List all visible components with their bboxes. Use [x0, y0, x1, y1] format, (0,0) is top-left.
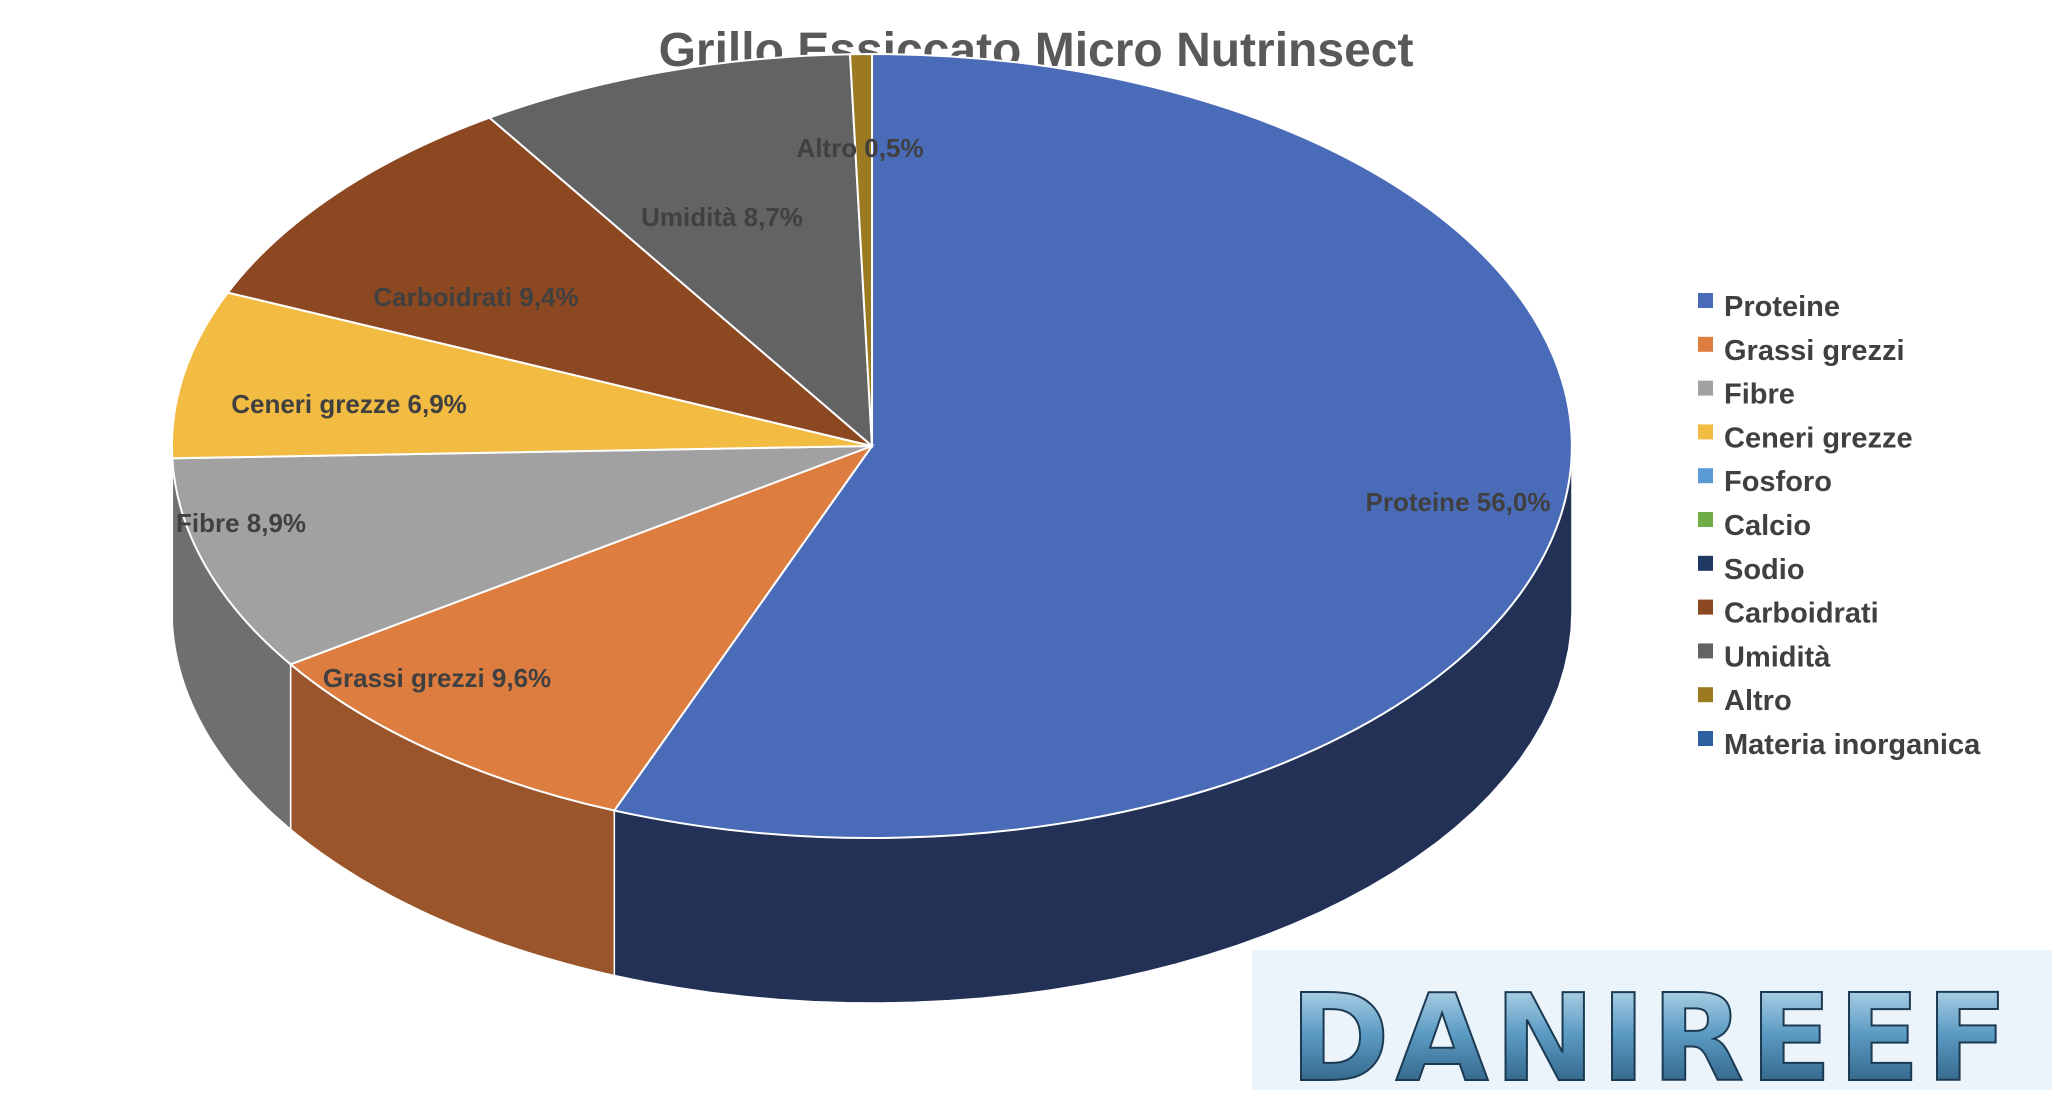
legend-swatch: [1698, 599, 1713, 615]
legend-item-fibre: Fibre: [1698, 379, 1795, 411]
legend: Proteine Grassi grezzi Fibre Ceneri grezze F…: [1698, 291, 1981, 761]
legend-item-materia-inorganica: Materia inorganica: [1698, 729, 1981, 761]
legend-swatch: [1698, 336, 1713, 352]
data-label-altro: Altro 0,5%: [796, 133, 923, 163]
legend-swatch: [1698, 468, 1713, 484]
legend-item-proteine: Proteine: [1698, 291, 1840, 323]
data-label-proteine: Proteine 56,0%: [1366, 487, 1551, 517]
legend-swatch: [1698, 643, 1713, 659]
pie-slice-grassi-grezzi: [288, 443, 875, 812]
data-label-fibre: Fibre 8,9%: [176, 508, 306, 538]
pie-slice-carboidrati: [226, 116, 873, 447]
pie-slice-altro: [848, 52, 873, 447]
legend-item-altro: Altro: [1698, 685, 1792, 717]
pie-sides: [171, 445, 1573, 1004]
legend-label: Ceneri grezze: [1724, 422, 1913, 454]
legend-label: Fosforo: [1724, 466, 1832, 498]
legend-swatch: [1698, 424, 1713, 440]
pie-slices: [170, 52, 1573, 839]
legend-item-calcio: Calcio: [1698, 510, 1811, 542]
danireef-watermark-logo: DANIREEF: [1252, 950, 2052, 1102]
legend-item-umidit: Umidità: [1698, 641, 1831, 673]
legend-item-sodio: Sodio: [1698, 554, 1805, 586]
legend-item-ceneri-grezze: Ceneri grezze: [1698, 422, 1913, 454]
legend-item-grassi-grezzi: Grassi grezzi: [1698, 335, 1905, 367]
data-label-umidit: Umidità 8,7%: [641, 202, 803, 232]
legend-item-carboidrati: Carboidrati: [1698, 598, 1879, 630]
legend-label: Grassi grezzi: [1724, 335, 1905, 367]
legend-swatch: [1698, 555, 1713, 571]
data-label-ceneri-grezze: Ceneri grezze 6,9%: [231, 389, 467, 419]
pie-slice-umidit: [487, 53, 874, 449]
svg-text:DANIREEF: DANIREEF: [1290, 970, 2014, 1102]
legend-label: Sodio: [1724, 554, 1805, 586]
pie-slice-ceneri-grezze: [170, 291, 873, 460]
legend-item-fosforo: Fosforo: [1698, 466, 1832, 498]
legend-swatch: [1698, 731, 1713, 746]
legend-label: Umidità: [1724, 641, 1831, 673]
pie-slice-proteine: [612, 52, 1573, 839]
legend-label: Fibre: [1724, 379, 1795, 411]
legend-swatch: [1698, 512, 1713, 527]
pie-slice-fibre: [171, 445, 873, 666]
legend-swatch: [1698, 380, 1713, 396]
data-label-carboidrati: Carboidrati 9,4%: [373, 282, 578, 312]
legend-label: Calcio: [1724, 510, 1811, 542]
legend-label: Carboidrati: [1724, 598, 1879, 630]
legend-swatch: [1698, 293, 1713, 308]
data-labels: Proteine 56,0% Grassi grezzi 9,6% Fibre 8,…: [176, 133, 1551, 693]
legend-label: Materia inorganica: [1724, 729, 1981, 761]
legend-swatch: [1698, 687, 1713, 703]
legend-label: Altro: [1724, 685, 1792, 717]
data-label-grassi-grezzi: Grassi grezzi 9,6%: [323, 663, 551, 693]
legend-label: Proteine: [1724, 291, 1840, 323]
